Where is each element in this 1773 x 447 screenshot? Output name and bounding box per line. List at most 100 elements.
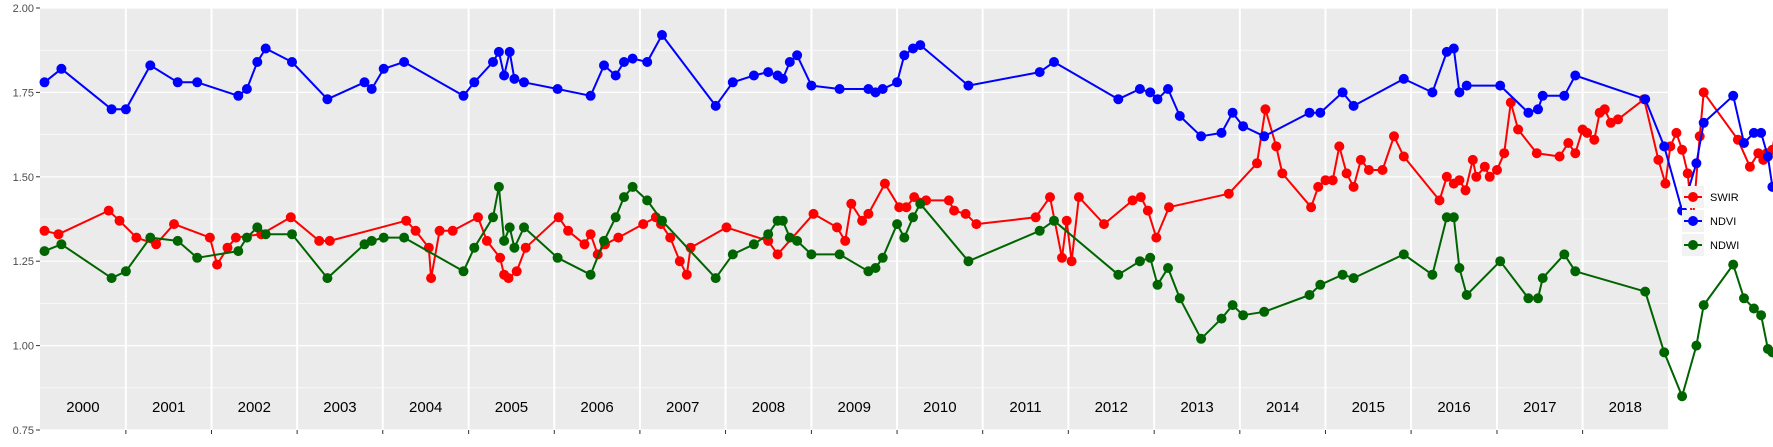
data-point (1338, 270, 1348, 280)
data-point (1356, 155, 1366, 165)
data-point (1315, 280, 1325, 290)
data-point (961, 209, 971, 219)
data-point (949, 206, 959, 216)
data-point (586, 229, 596, 239)
data-point (1163, 263, 1173, 273)
data-point (1224, 189, 1234, 199)
data-point (325, 236, 335, 246)
data-point (963, 256, 973, 266)
data-point (242, 233, 252, 243)
data-point (1163, 84, 1173, 94)
data-point (1217, 314, 1227, 324)
data-point (505, 47, 515, 57)
data-point (459, 91, 469, 101)
data-point (1305, 108, 1315, 118)
data-point (1691, 341, 1701, 351)
data-point (763, 67, 773, 77)
data-point (1454, 263, 1464, 273)
data-point (1338, 87, 1348, 97)
data-point (619, 192, 629, 202)
data-point (435, 226, 445, 236)
data-point (521, 243, 531, 253)
data-point (1259, 131, 1269, 141)
data-point (1570, 71, 1580, 81)
data-point (231, 233, 241, 243)
data-point (1349, 182, 1359, 192)
data-point (1739, 138, 1749, 148)
data-point (1677, 145, 1687, 155)
data-point (878, 84, 888, 94)
data-point (379, 233, 389, 243)
data-point (287, 57, 297, 67)
data-point (399, 233, 409, 243)
y-tick-label: 0.75 (13, 425, 34, 437)
data-point (401, 216, 411, 226)
data-point (1449, 44, 1459, 54)
data-point (1175, 111, 1185, 121)
data-point (792, 236, 802, 246)
y-tick-label: 1.00 (13, 341, 34, 353)
data-point (1062, 216, 1072, 226)
data-point (553, 253, 563, 263)
data-point (1143, 206, 1153, 216)
data-point (1461, 185, 1471, 195)
data-point (1145, 253, 1155, 263)
data-point (1067, 256, 1077, 266)
data-point (1315, 108, 1325, 118)
data-point (488, 57, 498, 67)
data-point (1389, 131, 1399, 141)
data-point (1328, 175, 1338, 185)
data-point (1035, 226, 1045, 236)
data-point (1259, 307, 1269, 317)
data-point (252, 222, 262, 232)
data-point (1523, 108, 1533, 118)
data-point (107, 273, 117, 283)
data-point (399, 57, 409, 67)
data-point (554, 212, 564, 222)
data-point (1699, 87, 1709, 97)
data-point (1342, 168, 1352, 178)
data-point (322, 94, 332, 104)
data-point (1468, 155, 1478, 165)
data-point (638, 219, 648, 229)
data-point (792, 50, 802, 60)
data-point (469, 77, 479, 87)
data-point (728, 77, 738, 87)
data-point (1756, 310, 1766, 320)
data-point (1640, 287, 1650, 297)
y-tick-label: 1.50 (13, 172, 34, 184)
data-point (411, 226, 421, 236)
data-point (1435, 195, 1445, 205)
data-point (553, 84, 563, 94)
data-point (1555, 152, 1565, 162)
data-point (242, 84, 252, 94)
data-point (778, 216, 788, 226)
data-point (1677, 391, 1687, 401)
data-point (1074, 192, 1084, 202)
data-point (1364, 165, 1374, 175)
data-point (1495, 81, 1505, 91)
legend-label: NDVI (1710, 216, 1736, 228)
data-point (580, 239, 590, 249)
year-label: 2000 (66, 399, 99, 416)
data-point (1756, 128, 1766, 138)
data-point (107, 104, 117, 114)
data-point (1660, 179, 1670, 189)
data-point (1495, 256, 1505, 266)
legend-label: SWIR (1710, 192, 1739, 204)
year-label: 2009 (838, 399, 871, 416)
data-point (963, 81, 973, 91)
data-point (1136, 192, 1146, 202)
data-point (1305, 290, 1315, 300)
data-point (871, 263, 881, 273)
data-point (504, 273, 514, 283)
legend-key-marker (1688, 240, 1698, 250)
data-point (840, 236, 850, 246)
data-point (482, 236, 492, 246)
data-point (1035, 67, 1045, 77)
data-point (448, 226, 458, 236)
data-point (806, 249, 816, 259)
data-point (915, 199, 925, 209)
data-point (233, 246, 243, 256)
